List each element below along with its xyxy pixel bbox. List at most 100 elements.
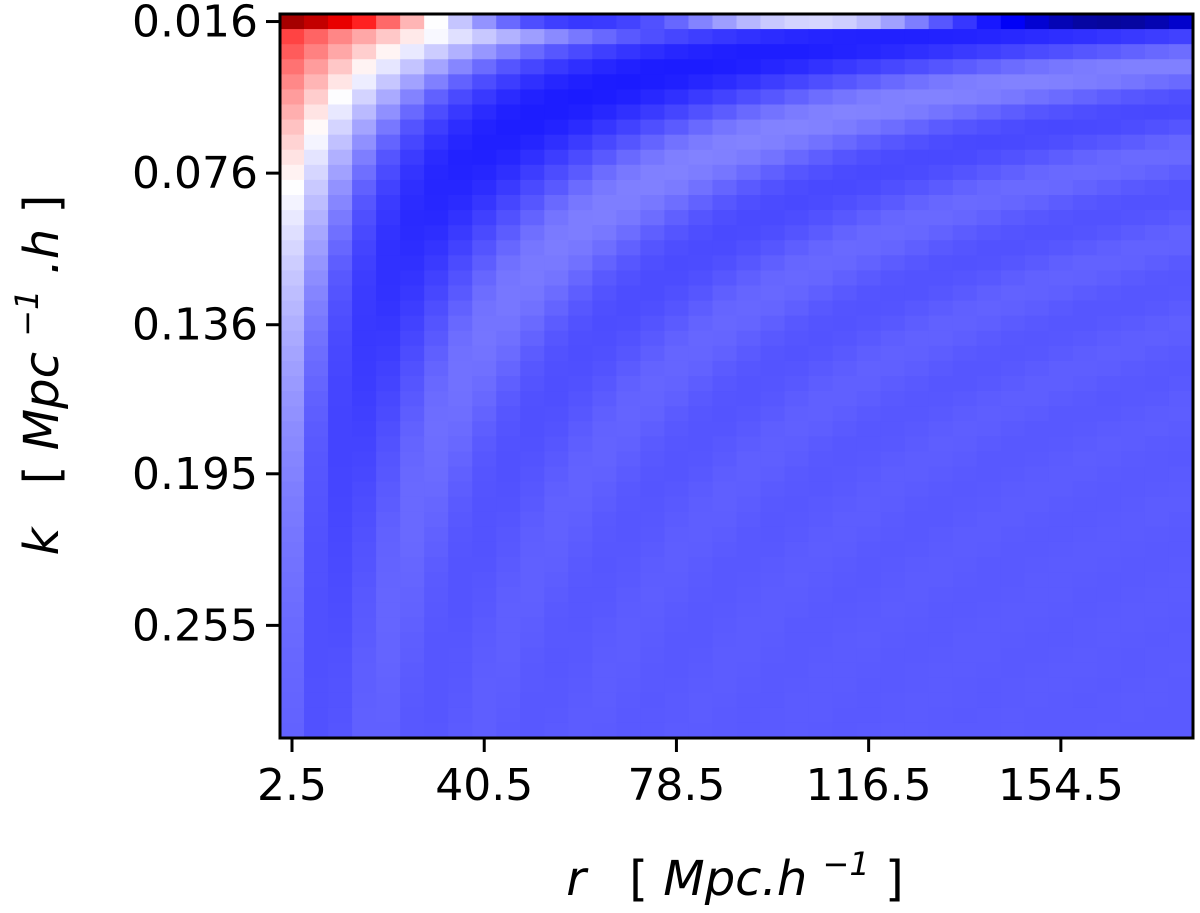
- heatmap-cell: [736, 300, 762, 317]
- heatmap-cell: [616, 164, 641, 181]
- heatmap-cell: [640, 451, 666, 468]
- heatmap-cell: [928, 210, 954, 226]
- heatmap-cell: [808, 330, 834, 347]
- heatmap-cell: [280, 119, 305, 136]
- heatmap-cell: [448, 134, 473, 151]
- heatmap-cell: [784, 677, 810, 694]
- heatmap-cell: [1048, 557, 1074, 573]
- heatmap-cell: [712, 89, 738, 106]
- heatmap-cell: [1000, 179, 1026, 196]
- heatmap-cell: [1120, 617, 1146, 634]
- heatmap-cell: [448, 210, 473, 226]
- heatmap-cell: [544, 240, 569, 256]
- heatmap-cell: [928, 617, 954, 634]
- heatmap-cell: [856, 376, 882, 392]
- heatmap-cell: [1024, 511, 1050, 528]
- heatmap-cell: [376, 481, 401, 498]
- heatmap-cell: [832, 391, 858, 407]
- heatmap-cell: [1120, 44, 1146, 60]
- heatmap-cell: [1000, 572, 1026, 588]
- heatmap-cell: [520, 722, 545, 739]
- y-axis-bracket-open: [: [14, 466, 70, 485]
- heatmap-cell: [760, 406, 786, 422]
- heatmap-cell: [688, 149, 714, 166]
- heatmap-cell: [280, 496, 305, 513]
- heatmap-cell: [448, 360, 473, 377]
- heatmap-cell: [376, 29, 401, 45]
- heatmap-cell: [1024, 119, 1050, 136]
- heatmap-cell: [1072, 617, 1098, 634]
- heatmap-cell: [856, 481, 882, 498]
- x-axis-label: r [ Mpc.h −1 ]: [566, 831, 903, 907]
- heatmap-cell: [280, 59, 305, 75]
- heatmap-cell: [1144, 436, 1170, 453]
- heatmap-cell: [640, 541, 666, 558]
- heatmap-cell: [640, 572, 666, 588]
- heatmap-cell: [1120, 391, 1146, 407]
- heatmap-cell: [1096, 662, 1122, 679]
- heatmap-cell: [808, 149, 834, 166]
- heatmap-cell: [496, 149, 521, 166]
- heatmap-cell: [976, 421, 1002, 437]
- heatmap-cell: [736, 572, 762, 588]
- heatmap-cell: [616, 104, 641, 121]
- heatmap-cell: [568, 149, 593, 166]
- heatmap-cell: [976, 270, 1002, 287]
- heatmap-cell: [808, 300, 834, 317]
- heatmap-cell: [304, 421, 329, 437]
- heatmap-cell: [448, 662, 473, 679]
- heatmap-cell: [832, 14, 858, 30]
- heatmap-cell: [832, 677, 858, 694]
- heatmap-cell: [856, 285, 882, 302]
- heatmap-cell: [760, 376, 786, 392]
- heatmap-cell: [424, 572, 449, 588]
- heatmap-cell: [304, 89, 329, 106]
- heatmap-cell: [592, 511, 617, 528]
- heatmap-cell: [1096, 602, 1122, 618]
- heatmap-cell: [496, 647, 521, 664]
- heatmap-cell: [664, 240, 690, 256]
- heatmap-cell: [376, 617, 401, 634]
- heatmap-cell: [472, 572, 497, 588]
- heatmap-cell: [832, 662, 858, 679]
- heatmap-cell: [520, 119, 545, 136]
- heatmap-cell: [1096, 315, 1122, 332]
- heatmap-cell: [952, 511, 978, 528]
- heatmap-cell: [928, 391, 954, 407]
- heatmap-cell: [760, 481, 786, 498]
- heatmap-cell: [328, 210, 353, 226]
- heatmap-cell: [784, 255, 810, 272]
- heatmap-cell: [976, 315, 1002, 332]
- heatmap-cell: [1048, 722, 1074, 739]
- heatmap-cell: [712, 707, 738, 724]
- heatmap-cell: [736, 44, 762, 60]
- heatmap-cell: [808, 179, 834, 196]
- heatmap-cell: [496, 526, 521, 543]
- heatmap-cell: [880, 466, 906, 483]
- heatmap-cell: [328, 572, 353, 588]
- heatmap-cell: [400, 210, 425, 226]
- heatmap-cell: [880, 104, 906, 121]
- heatmap-cell: [352, 315, 377, 332]
- heatmap-cell: [688, 436, 714, 453]
- heatmap-cell: [616, 330, 641, 347]
- heatmap-cell: [496, 541, 521, 558]
- heatmap-cell: [832, 466, 858, 483]
- heatmap-cell: [1120, 149, 1146, 166]
- heatmap-cell: [856, 59, 882, 75]
- heatmap-cell: [424, 44, 449, 60]
- heatmap-cell: [520, 632, 545, 649]
- heatmap-cell: [1168, 74, 1194, 91]
- heatmap-cell: [832, 255, 858, 272]
- heatmap-cell: [712, 164, 738, 181]
- heatmap-cell: [400, 179, 425, 196]
- heatmap-cell: [1000, 270, 1026, 287]
- heatmap-cell: [568, 632, 593, 649]
- heatmap-cell: [1000, 149, 1026, 166]
- heatmap-cell: [904, 240, 930, 256]
- heatmap-cell: [472, 391, 497, 407]
- heatmap-cell: [592, 557, 617, 573]
- heatmap-cell: [616, 466, 641, 483]
- heatmap-cell: [400, 692, 425, 709]
- heatmap-cell: [424, 406, 449, 422]
